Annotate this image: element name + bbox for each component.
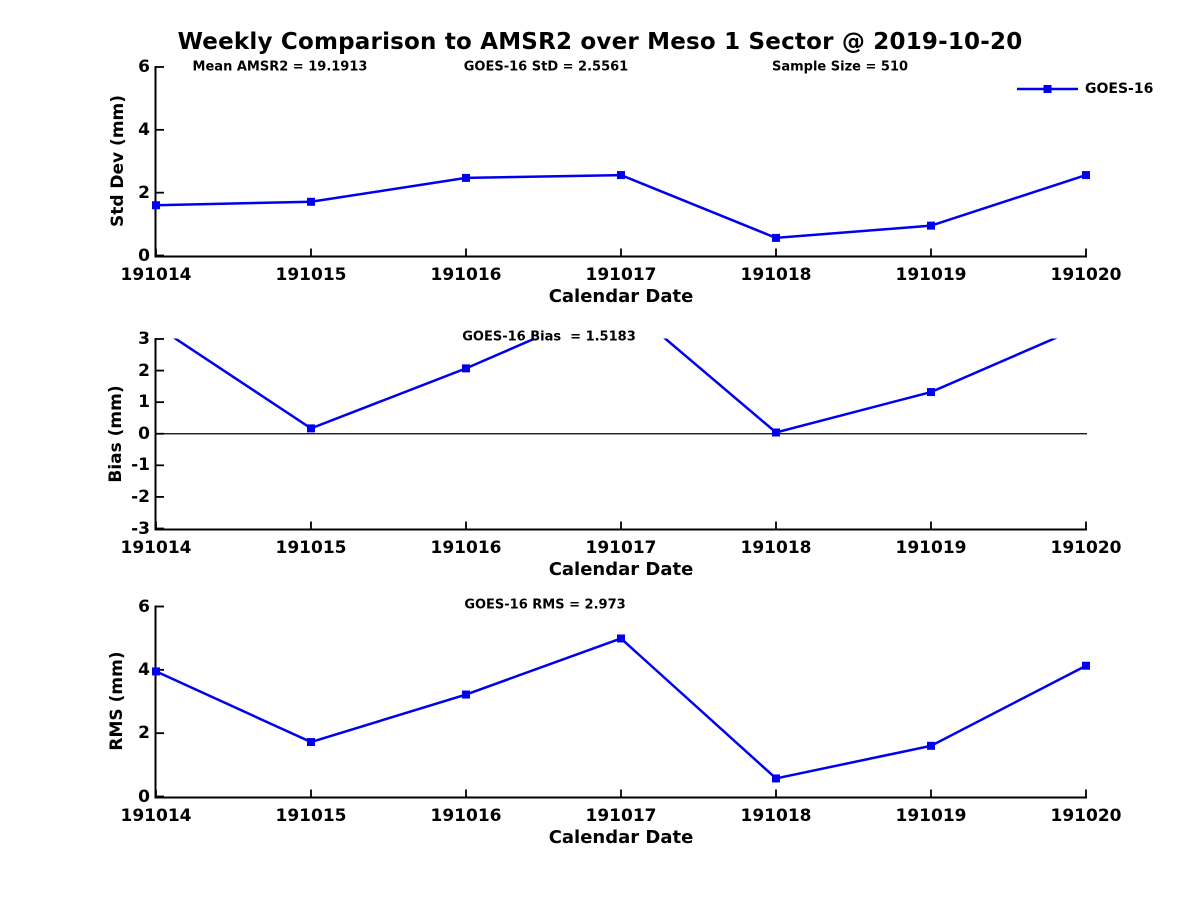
y-tick-label: 0 (138, 786, 150, 807)
annotation-mean-amsr2: Mean AMSR2 = 19.1913 (192, 59, 368, 75)
annotation-goes16-bias: GOES-16 Bias = 1.5183 (462, 329, 636, 345)
data-point-marker (1082, 171, 1090, 180)
y-tick-label: -3 (131, 518, 150, 539)
data-point-marker (772, 428, 780, 437)
y-tick-label: 4 (138, 659, 150, 680)
data-point-marker (307, 197, 315, 206)
y-tick-label: 3 (138, 329, 150, 349)
x-tick-label: 191018 (740, 537, 812, 558)
annotation-sample-size: Sample Size = 510 (771, 59, 909, 75)
x-tick-label: 191019 (895, 805, 967, 826)
data-point-marker (927, 388, 935, 397)
x-tick-label: 191016 (430, 805, 502, 826)
data-point-marker (1082, 661, 1090, 670)
series-line-goes-16 (173, 338, 1058, 434)
x-tick-label: 191014 (120, 805, 192, 826)
data-point-marker (617, 171, 625, 180)
data-point-marker (772, 233, 780, 242)
x-tick-label: 191014 (120, 537, 192, 558)
y-tick-label: 0 (138, 423, 150, 444)
x-tick-label: 191017 (585, 264, 657, 285)
data-point-marker (307, 738, 315, 747)
data-point-marker (462, 173, 470, 182)
legend-marker-icon (1043, 85, 1052, 93)
series-line-goes-16 (155, 173, 1087, 240)
y-tick-label: -1 (131, 455, 150, 476)
y-tick-label: 2 (138, 360, 150, 381)
x-tick-label: 191018 (740, 805, 812, 826)
x-axis-label-middle: Calendar Date (548, 559, 694, 580)
x-tick-label: 191016 (430, 537, 502, 558)
x-tick-label: 191020 (1050, 805, 1122, 826)
x-tick-label: 191015 (275, 264, 347, 285)
y-tick-label: 2 (138, 723, 150, 744)
y-tick-label: 4 (138, 119, 150, 140)
legend-label-goes16: GOES-16 (1085, 81, 1154, 97)
x-tick-label: 191019 (895, 537, 967, 558)
data-point-marker (772, 774, 780, 783)
data-point-marker (152, 667, 160, 676)
x-tick-label: 191019 (895, 264, 967, 285)
x-tick-label: 191016 (430, 264, 502, 285)
y-tick-label: 1 (138, 392, 150, 413)
y-tick-label: 6 (138, 596, 150, 617)
x-axis-label-top: Calendar Date (548, 286, 694, 307)
data-point-marker (462, 690, 470, 699)
x-tick-label: 191017 (585, 537, 657, 558)
x-tick-label: 191015 (275, 537, 347, 558)
y-tick-label: 6 (138, 57, 150, 77)
data-point-marker (617, 634, 625, 643)
figure-title: Weekly Comparison to AMSR2 over Meso 1 S… (177, 29, 1023, 55)
data-point-marker (152, 201, 160, 210)
series-line-goes-16 (155, 637, 1087, 780)
data-point-marker (927, 741, 935, 750)
annotation-goes16-rms: GOES-16 RMS = 2.973 (464, 597, 626, 613)
x-tick-label: 191017 (585, 805, 657, 826)
y-axis-label-std-dev: Std Dev (mm) (108, 94, 128, 228)
x-tick-label: 191015 (275, 805, 347, 826)
y-tick-label: 0 (138, 245, 150, 266)
x-tick-label: 191020 (1050, 537, 1122, 558)
x-tick-label: 191020 (1050, 264, 1122, 285)
x-tick-label: 191014 (120, 264, 192, 285)
y-tick-label: -2 (131, 486, 150, 507)
y-tick-label: 2 (138, 182, 150, 203)
data-point-marker (307, 424, 315, 433)
x-tick-label: 191018 (740, 264, 812, 285)
data-point-marker (927, 221, 935, 230)
data-point-marker (462, 364, 470, 373)
x-axis-label-bottom: Calendar Date (548, 827, 694, 848)
annotation-goes16-std: GOES-16 StD = 2.5561 (463, 59, 629, 75)
